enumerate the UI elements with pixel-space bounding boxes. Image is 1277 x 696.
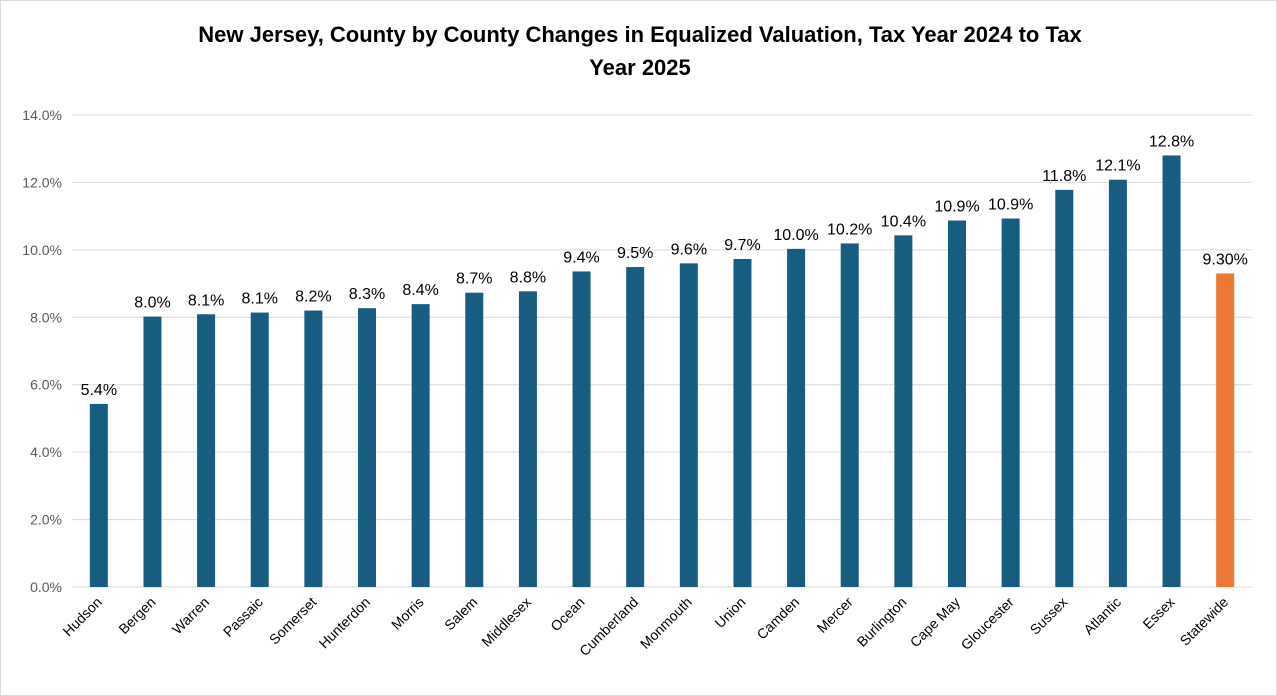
x-tick-label: Monmouth (637, 594, 695, 652)
y-tick-label: 10.0% (22, 242, 62, 258)
x-tick-label: Mercer (814, 594, 856, 636)
data-label: 9.7% (724, 237, 760, 254)
data-label: 8.8% (510, 269, 546, 286)
data-label: 9.5% (617, 245, 653, 262)
x-tick-label: Somerset (266, 594, 320, 648)
data-label: 10.9% (934, 199, 979, 216)
x-tick-label: Burlington (854, 594, 910, 650)
bar-burlington (894, 235, 913, 588)
bar-sussex (1055, 189, 1074, 588)
data-label: 8.2% (295, 289, 331, 306)
x-tick-label: Hunterdon (316, 594, 374, 652)
x-tick-label: Morris (388, 594, 427, 633)
chart-title: New Jersey, County by County Changes in … (100, 18, 1180, 84)
bar-camden (787, 248, 806, 588)
data-label: 10.9% (988, 197, 1033, 214)
bar-monmouth (679, 263, 698, 587)
data-label: 9.30% (1202, 251, 1247, 268)
bar-passaic (250, 312, 269, 587)
bar-mercer (840, 243, 859, 588)
x-tick-label: Passaic (220, 594, 266, 640)
data-label: 8.0% (134, 295, 170, 312)
data-label: 5.4% (81, 382, 117, 399)
data-label: 8.4% (402, 282, 438, 299)
chart-title-line-1: New Jersey, County by County Changes in … (198, 22, 1082, 47)
bar-hunterdon (358, 308, 376, 587)
y-tick-label: 4.0% (30, 444, 62, 460)
data-label: 8.1% (241, 291, 277, 308)
bar-hudson (89, 403, 108, 587)
bar-statewide (1216, 273, 1235, 587)
x-tick-label: Sussex (1027, 594, 1071, 638)
y-tick-label: 2.0% (30, 512, 62, 528)
bar-middlesex (518, 291, 537, 587)
x-tick-label: Union (711, 594, 748, 631)
data-label: 8.1% (188, 292, 224, 309)
bar-salem (465, 292, 484, 587)
y-tick-label: 8.0% (30, 309, 62, 325)
bars (89, 155, 1235, 588)
y-tick-label: 0.0% (30, 579, 62, 595)
x-tick-label: Middlesex (478, 594, 534, 650)
data-label: 8.7% (456, 271, 492, 288)
x-tick-label: Cape May (907, 594, 963, 650)
bar-union (733, 258, 752, 587)
data-label: 10.2% (827, 221, 872, 238)
bar-cape-may (948, 220, 966, 588)
data-label: 9.4% (563, 249, 599, 266)
bar-somerset (304, 310, 323, 587)
bar-ocean (572, 271, 591, 587)
bar-gloucester (1001, 218, 1020, 587)
x-tick-label: Ocean (547, 594, 587, 634)
data-label: 10.4% (881, 213, 926, 230)
chart-title-line-2: Year 2025 (589, 55, 691, 80)
bar-essex (1162, 155, 1181, 587)
x-tick-label: Camden (753, 594, 802, 643)
x-tick-label: Essex (1139, 594, 1177, 632)
x-tick-label: Atlantic (1080, 594, 1124, 638)
y-tick-label: 12.0% (22, 174, 62, 190)
bar-morris (411, 304, 430, 587)
y-tick-label: 6.0% (30, 377, 62, 393)
bar-warren (197, 314, 216, 587)
x-tick-label: Gloucester (958, 594, 1017, 653)
bar-bergen (143, 316, 162, 587)
gridlines (72, 114, 1252, 588)
data-label: 8.3% (349, 286, 385, 303)
data-label: 10.0% (773, 227, 818, 244)
data-label: 12.1% (1095, 158, 1140, 175)
x-tick-label: Hudson (59, 594, 104, 639)
y-tick-label: 14.0% (22, 107, 62, 123)
x-tick-label: Statewide (1177, 594, 1232, 649)
x-tick-label: Salem (441, 594, 480, 633)
bar-cumberland (626, 267, 645, 587)
bar-atlantic (1108, 179, 1127, 587)
data-labels: 5.4% 8.0% 8.1% 8.1% 8.2% 8.3% 8.4% 8.7% 8.8% 9.4%… (81, 133, 1248, 398)
y-axis: 0.0% 2.0% 4.0% 6.0% 8.0% 10.0% 12.0% 14.0% (22, 107, 62, 595)
x-tick-label: Bergen (115, 594, 158, 637)
x-axis: Hudson Bergen Warren Passaic SomersetHunterd… (59, 594, 1231, 659)
data-label: 9.6% (671, 241, 707, 258)
data-label: 11.8% (1042, 168, 1086, 185)
data-label: 12.8% (1149, 133, 1194, 150)
x-tick-label: Warren (169, 594, 212, 637)
